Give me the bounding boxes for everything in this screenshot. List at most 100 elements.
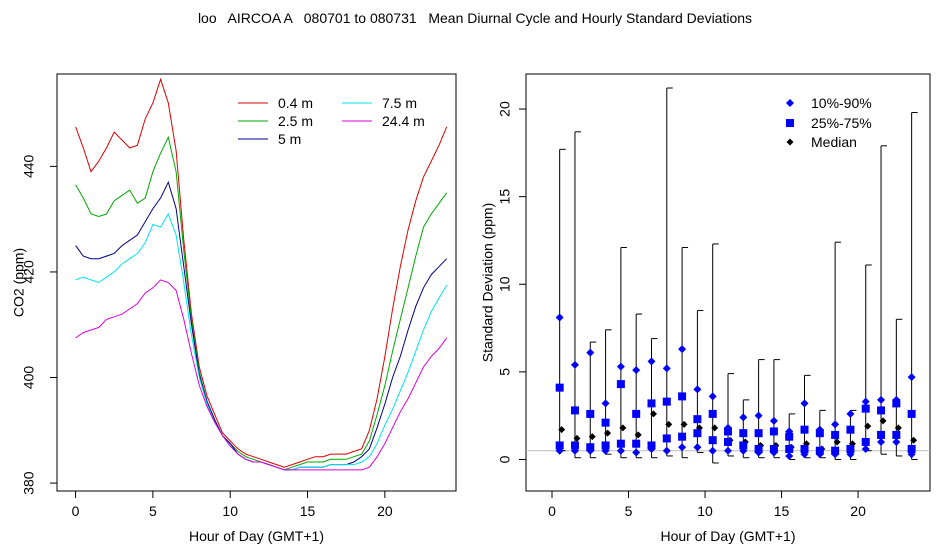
y-axis-label-std: Standard Deviation (ppm)	[480, 203, 496, 363]
point-p90	[877, 395, 886, 404]
x-tick-label-co2: 5	[149, 503, 157, 519]
legend-label-std: 10%-90%	[811, 95, 872, 111]
point-p90	[831, 420, 840, 429]
plot-frame-co2	[56, 73, 457, 492]
point-median	[558, 426, 566, 434]
x-axis-label-co2: Hour of Day (GMT+1)	[189, 528, 324, 544]
y-tick-label-std: 10	[497, 276, 513, 292]
point-p10	[708, 446, 717, 455]
point-p75	[724, 427, 732, 436]
point-p10	[907, 450, 916, 459]
point-median	[864, 422, 872, 430]
point-median	[894, 424, 902, 432]
point-p10	[861, 444, 870, 453]
point-p10	[846, 450, 855, 459]
y-tick-label-std: 20	[497, 101, 513, 117]
point-p25	[892, 430, 901, 439]
x-tick-label-std: 20	[850, 503, 866, 519]
point-p10	[739, 446, 748, 455]
point-p75	[800, 425, 809, 434]
point-median	[910, 436, 918, 444]
point-p90	[647, 357, 656, 366]
legend-label-co2: 0.4 m	[278, 95, 313, 111]
point-p25	[570, 441, 579, 450]
point-p25	[555, 441, 564, 450]
legend-marker-std	[786, 119, 794, 127]
point-p90	[678, 345, 687, 354]
series-line-0-4-m	[75, 77, 448, 468]
point-median	[711, 424, 719, 432]
point-p10	[632, 448, 641, 457]
point-p10	[892, 437, 901, 446]
point-p90	[570, 360, 579, 369]
point-p10	[831, 450, 840, 459]
point-p10	[785, 451, 794, 460]
point-p75	[601, 418, 610, 427]
point-p10	[800, 450, 809, 459]
point-median	[573, 434, 581, 442]
point-p10	[647, 444, 656, 453]
series-line-24-4-m	[75, 279, 448, 471]
point-median	[634, 431, 642, 439]
legend-label-co2: 2.5 m	[278, 113, 313, 129]
point-p75	[555, 383, 564, 392]
point-p10	[769, 448, 778, 457]
point-p25	[861, 437, 870, 446]
point-p25	[601, 441, 610, 450]
point-p25	[662, 434, 671, 443]
legend-label-co2: 7.5 m	[382, 95, 417, 111]
point-p10	[877, 437, 886, 446]
point-p75	[739, 429, 748, 438]
x-tick-label-co2: 20	[377, 503, 393, 519]
point-median	[588, 433, 596, 441]
point-p25	[616, 439, 625, 448]
x-tick-label-std: 15	[774, 503, 790, 519]
point-p90	[739, 413, 748, 422]
point-p10	[570, 446, 579, 455]
point-p25	[785, 444, 794, 453]
point-median	[665, 420, 673, 428]
point-p90	[662, 364, 671, 373]
x-tick-label-co2: 0	[72, 503, 80, 519]
point-p75	[616, 380, 625, 389]
point-median	[879, 417, 887, 425]
point-p10	[815, 450, 824, 459]
point-p75	[693, 415, 702, 424]
legend-label-co2: 5 m	[278, 131, 301, 147]
point-p75	[831, 430, 840, 439]
point-p75	[662, 397, 671, 406]
point-p75	[754, 429, 763, 438]
point-p10	[555, 446, 564, 455]
legend-label-co2: 24.4 m	[382, 113, 425, 129]
point-p90	[861, 397, 870, 406]
legend-label-std: Median	[811, 134, 857, 150]
point-p90	[846, 409, 855, 418]
point-p75	[861, 404, 870, 413]
point-median	[649, 410, 657, 418]
point-p10	[754, 448, 763, 457]
point-p25	[846, 444, 855, 453]
point-p10	[693, 443, 702, 452]
x-tick-label-co2: 10	[222, 503, 238, 519]
legend-label-std: 25%-75%	[811, 115, 872, 131]
point-median	[604, 429, 612, 437]
point-p90	[800, 399, 809, 408]
x-axis-label-std: Hour of Day (GMT+1)	[661, 528, 796, 544]
series-line-2-5-m	[75, 135, 448, 471]
point-p75	[769, 427, 778, 436]
point-median	[619, 424, 627, 432]
x-tick-label-std: 0	[548, 503, 556, 519]
point-p90	[632, 366, 641, 375]
point-p10	[678, 443, 687, 452]
point-p25	[693, 429, 702, 438]
y-tick-label-std: 5	[497, 368, 513, 376]
point-p75	[785, 432, 794, 441]
x-tick-label-co2: 15	[300, 503, 316, 519]
point-p75	[815, 429, 824, 438]
page-title: loo AIRCOA A 080701 to 080731 Mean Diurn…	[197, 10, 753, 26]
point-p10	[601, 446, 610, 455]
point-p25	[708, 436, 717, 445]
point-p90	[601, 399, 610, 408]
y-axis-label-co2: CO2 (ppm)	[11, 248, 27, 317]
